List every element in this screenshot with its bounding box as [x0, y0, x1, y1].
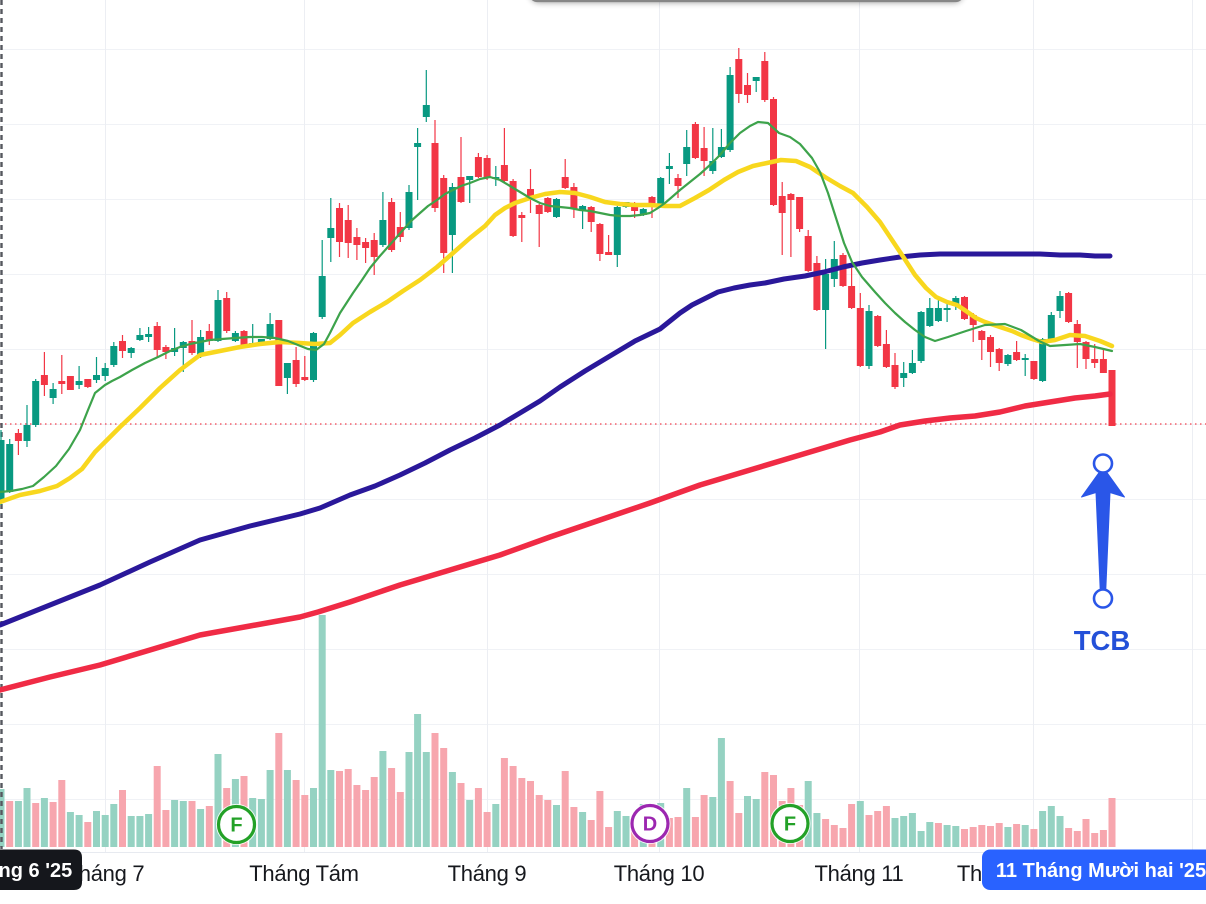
svg-text:TCB: TCB — [1074, 625, 1131, 656]
svg-text:Tháng 11: Tháng 11 — [815, 861, 904, 886]
svg-text:Tháng 9: Tháng 9 — [448, 861, 527, 886]
svg-text:F: F — [230, 815, 242, 837]
svg-text:D: D — [643, 814, 657, 836]
svg-text:Tháng Tám: Tháng Tám — [249, 861, 358, 886]
svg-text:Tháng 10: Tháng 10 — [614, 861, 705, 886]
svg-text:F: F — [784, 814, 796, 836]
svg-text:11 Tháng Mười hai '25: 11 Tháng Mười hai '25 — [996, 860, 1206, 882]
svg-text:Tháng 6 '25: Tháng 6 '25 — [0, 860, 72, 882]
